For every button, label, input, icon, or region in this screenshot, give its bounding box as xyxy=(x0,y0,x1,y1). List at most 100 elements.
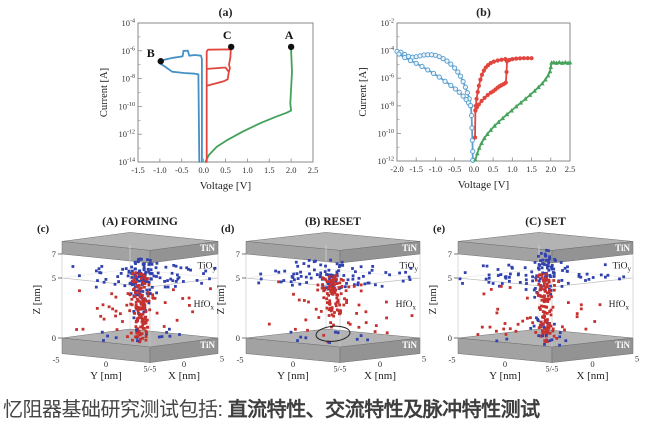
residual-filament-vacancies-point xyxy=(329,288,333,292)
filament-vacancies-point xyxy=(545,276,548,280)
marker-circle-open xyxy=(448,61,454,67)
filament-vacancies-point xyxy=(144,310,148,314)
interface-oxygen-band-point xyxy=(172,264,176,267)
bulk-vacancies-point xyxy=(114,314,117,318)
plot-a: (a) -1.5 -1.0 -0.5 0.0 0.5 1.0 1.5 2.0 2.5 10-4 10-… xyxy=(99,5,318,192)
filament-oxygen-top-point xyxy=(143,272,147,276)
bulk-vacancies-point xyxy=(579,303,583,307)
filament-vacancies-point xyxy=(141,323,145,326)
bulk-vacancies-point xyxy=(78,289,81,293)
filament-vacancies-point xyxy=(552,279,556,282)
interface-oxygen-band-point xyxy=(95,269,98,273)
filament-vacancies-point xyxy=(546,329,550,333)
marker-circle-open xyxy=(469,125,475,131)
y-axis-label: Current [A] xyxy=(358,67,369,116)
filament-vacancies-point xyxy=(543,294,546,298)
filament-vacancies-point xyxy=(128,309,132,313)
interface-oxygen-band-point xyxy=(117,280,120,283)
interface-oxygen-band-point xyxy=(291,283,294,287)
x-tick-label: -2.0 xyxy=(390,164,403,174)
bulk-vacancies-point xyxy=(101,303,105,307)
filament-vacancies-point xyxy=(139,325,142,329)
z-tick-label: 5 xyxy=(52,273,56,283)
y-zero-tick-label: 0 xyxy=(503,359,507,369)
interface-oxygen-band-point xyxy=(291,276,295,279)
interface-oxygen-band-point xyxy=(319,271,323,275)
residual-filament-vacancies-point xyxy=(329,290,333,294)
interface-oxygen-band-point xyxy=(384,271,388,274)
residual-filament-vacancies-point xyxy=(338,281,342,285)
interface-oxygen-band-point xyxy=(604,275,607,279)
marker-circle-open xyxy=(440,56,446,62)
residual-filament-vacancies-point xyxy=(325,280,329,283)
filament-vacancies-point xyxy=(544,299,548,303)
filament-vacancies-point xyxy=(144,335,148,338)
marker-triangle xyxy=(496,119,501,124)
interface-oxygen-band-point xyxy=(155,275,158,278)
panel-title: (C) SET xyxy=(525,216,566,228)
interface-oxygen-band-point xyxy=(496,274,500,277)
filament-vacancies-point xyxy=(551,329,555,333)
filament-vacancies-point xyxy=(537,306,541,310)
filament-vacancies-point xyxy=(145,318,149,322)
bottom-oxygen-point xyxy=(548,339,552,343)
bulk-vacancies-point xyxy=(326,340,330,344)
y-axis-label: Y [nm] xyxy=(277,370,309,382)
filament-vacancies-point xyxy=(547,280,551,284)
filament-vacancies-point xyxy=(139,301,143,305)
interface-oxygen-band-point xyxy=(305,281,308,284)
interface-oxygen-band-point xyxy=(150,262,154,266)
filament-vacancies-point xyxy=(549,324,553,328)
interface-oxygen-band-point xyxy=(401,279,405,283)
filament-vacancies-point xyxy=(542,327,546,330)
residual-filament-vacancies-point xyxy=(339,278,343,281)
filament-vacancies-point xyxy=(140,272,144,276)
marker-triangle xyxy=(536,84,541,90)
filament-vacancies-point xyxy=(539,284,543,287)
y-tick-label: 10-4 xyxy=(381,46,395,56)
interface-oxygen-band-point xyxy=(319,263,323,267)
marker-triangle xyxy=(551,59,557,65)
y-axis-label: Y [nm] xyxy=(489,370,521,382)
filament-vacancies-point xyxy=(545,331,549,335)
x-max-tick-label: 5 xyxy=(635,354,639,364)
residual-filament-vacancies-point xyxy=(323,286,326,290)
panel-letter: (e) xyxy=(433,223,446,235)
interface-oxygen-band-point xyxy=(177,276,181,279)
bulk-vacancies-point xyxy=(567,301,570,304)
interface-oxygen-band-point xyxy=(163,285,167,289)
bulk-vacancies-point xyxy=(75,328,78,331)
marker-circle xyxy=(525,56,530,61)
marker-circle-open xyxy=(419,63,425,70)
interface-oxygen-band-point xyxy=(496,268,500,271)
residual-filament-vacancies-point xyxy=(341,279,345,282)
marker-circle xyxy=(475,89,480,95)
filament-vacancies-point xyxy=(543,278,547,282)
interface-oxygen-band-point xyxy=(134,262,137,265)
bulk-vacancies-point xyxy=(307,300,310,304)
bulk-vacancies-point xyxy=(345,301,348,304)
z-tick-label: 7 xyxy=(448,249,452,259)
filament-oxygen-top-point xyxy=(326,282,330,286)
oxide-bottom-label: HfOx xyxy=(396,299,417,312)
filament-oxygen-lower-point xyxy=(531,275,534,279)
interface-oxygen-band-point xyxy=(566,281,570,285)
filament-vacancies-point xyxy=(540,273,544,276)
interface-oxygen-band-point xyxy=(560,279,564,282)
residual-filament-vacancies-point xyxy=(343,297,346,301)
marker-circle-open xyxy=(425,67,431,73)
state-point-A xyxy=(287,43,295,51)
bulk-vacancies-point xyxy=(314,307,318,311)
filament-oxygen-top-point xyxy=(132,282,135,286)
x-tick-label: 2.0 xyxy=(286,165,297,175)
x-max-tick-label: 5 xyxy=(422,354,426,364)
state-point-C xyxy=(227,43,235,51)
bottom-oxygen-point xyxy=(542,325,546,329)
interface-oxygen-band-point xyxy=(498,284,501,288)
filament-vacancies-point xyxy=(548,290,551,294)
residual-filament-vacancies-point xyxy=(319,310,323,313)
filament-vacancies-point xyxy=(134,335,137,339)
bulk-vacancies-point xyxy=(114,295,118,299)
filament-vacancies-point xyxy=(539,325,542,328)
filament-oxygen-top-point xyxy=(148,261,152,265)
